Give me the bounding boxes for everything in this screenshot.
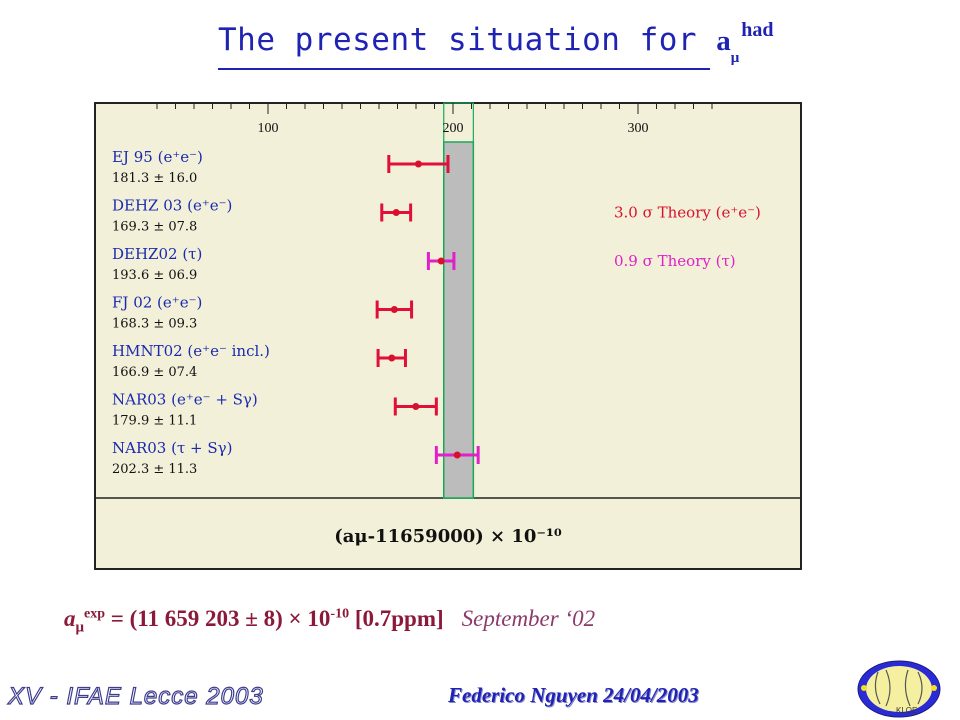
point-value-label: 169.3 ± 07.8: [112, 220, 197, 235]
slide-title: The present situation for aμhad: [218, 19, 774, 72]
data-point: [414, 160, 422, 168]
point-value-label: 166.9 ± 07.4: [112, 365, 197, 380]
title-subscript: μ: [730, 50, 740, 66]
title-symbol: a: [716, 25, 731, 57]
data-point: [412, 403, 420, 410]
logo-text: KLOE: [896, 706, 917, 715]
data-point: [392, 209, 400, 216]
tick-label: 100: [258, 121, 279, 136]
data-point: [388, 354, 396, 362]
point-label: FJ 02 (e⁺e⁻): [112, 294, 202, 312]
point-label: HMNT02 (e⁺e⁻ incl.): [112, 342, 270, 360]
theory-annotation: 3.0 σ Theory (e⁺e⁻): [614, 204, 761, 222]
conference-logo-text: XV - IFAE Lecce 2003: [7, 682, 264, 710]
formula-date: September ‘02: [461, 606, 596, 631]
formula-precision: [0.7ppm]: [349, 606, 444, 631]
theory-annotation: 0.9 σ Theory (τ): [614, 252, 736, 270]
title-underline: [218, 68, 710, 70]
point-value-label: 181.3 ± 16.0: [112, 171, 197, 186]
tick-label: 200: [443, 121, 464, 136]
formula-superscript: exp: [84, 606, 106, 622]
author-date: Federico Nguyen 24/04/2003: [448, 683, 699, 707]
title-text: The present situation for: [218, 22, 717, 58]
title-superscript: had: [741, 19, 774, 41]
data-point: [453, 451, 461, 459]
formula-exponent: -10: [330, 606, 350, 622]
experimental-band: [443, 141, 475, 499]
experimental-value: aμexp = (11 659 203 ± 8) × 10-10 [0.7ppm…: [64, 606, 595, 637]
tick-label: 300: [628, 121, 649, 136]
point-label: NAR03 (τ + Sγ): [112, 439, 232, 457]
comparison-chart: 100 200 300 EJ 95 (e⁺e⁻) 181.3 ± 16.0 DEHZ 03…: [94, 102, 802, 570]
data-point: [390, 306, 398, 313]
point-label: EJ 95 (e⁺e⁻): [112, 148, 203, 166]
point-value-label: 193.6 ± 06.9: [112, 268, 197, 283]
point-value-label: 202.3 ± 11.3: [112, 462, 197, 477]
point-label: DEHZ02 (τ): [112, 245, 202, 263]
formula-subscript: μ: [75, 619, 85, 636]
formula-value: = (11 659 203 ± 8) × 10: [105, 606, 331, 631]
formula-symbol: a: [64, 606, 76, 631]
point-label: DEHZ 03 (e⁺e⁻): [112, 197, 232, 215]
point-label: NAR03 (e⁺e⁻ + Sγ): [112, 391, 258, 409]
data-point: [437, 257, 445, 265]
x-axis-label: (aμ-11659000) × 10⁻¹⁰: [334, 526, 562, 547]
point-value-label: 179.9 ± 11.1: [112, 414, 197, 429]
kloe-logo: KLOE: [857, 660, 941, 718]
point-value-label: 168.3 ± 09.3: [112, 317, 197, 332]
